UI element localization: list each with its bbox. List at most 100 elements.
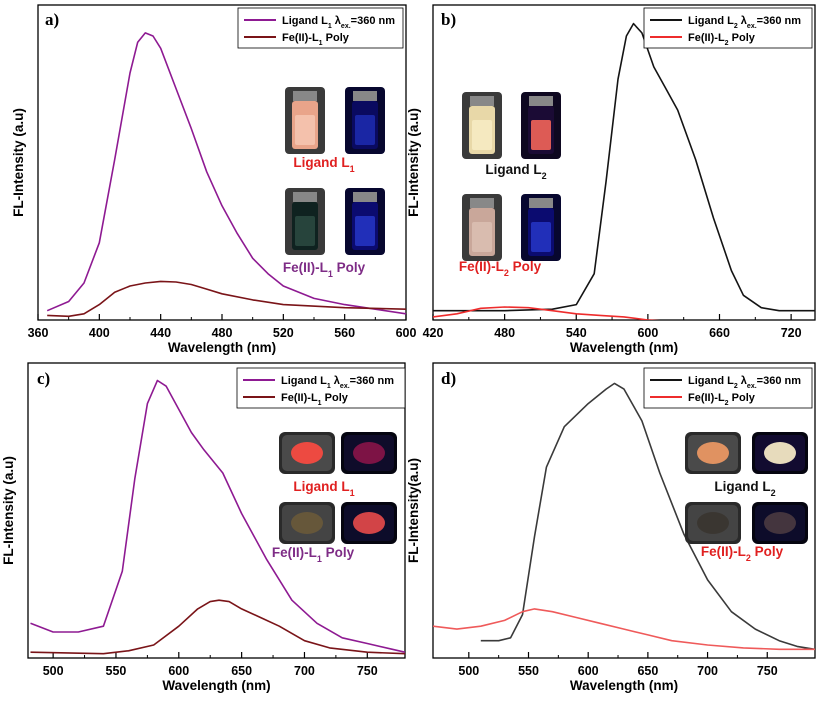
caption-text: Fe(II)-L [701,544,746,559]
legend-text: Fe(II)-L [282,32,319,44]
legend-suffix: =360 nm [350,375,395,387]
x-axis-label-b: Wavelength (nm) [570,340,678,355]
legend-sub: 1 [327,383,331,390]
series-line-b-0 [433,22,815,312]
panel-d: 500 550 600 650 700 750 Wavelength (nm) FL-Inte… [406,362,816,693]
vial-cap [353,192,377,202]
y-axis-label-a: FL-Intensity (a.u) [11,108,26,217]
caption-text: Fe(II)-L [459,259,504,274]
legend-lambda: λ [738,375,747,387]
photo-a-0 [285,87,325,154]
x-axis-label-c: Wavelength (nm) [162,678,270,693]
panel-b: 420 480 540 600 660 720 Wavelength (nm) FL-Inte… [406,4,816,355]
photo-a-1 [345,87,385,154]
panel-c: 500 550 600 650 700 750 Wavelength (nm) FL-Inte… [1,362,406,693]
vial-cap [470,198,494,208]
x-axis-label-d: Wavelength (nm) [570,678,678,693]
caption-text: Fe(II)-L [272,545,317,560]
x-tick-label-b-5: 720 [781,326,802,340]
legend-entry-c-1: Fe(II)-L1 Poly [281,392,349,407]
x-tick-label-a-6: 600 [396,326,417,340]
legend-entry-a-1: Fe(II)-L1 Poly [282,32,350,47]
caption-sub: 1 [317,554,322,564]
photo-d-2 [685,502,741,544]
series-line-a-1 [47,280,406,318]
x-tick-label-b-4: 660 [709,326,730,340]
legend-lambda: λ [332,15,341,27]
vial-liquid [295,115,315,145]
legend-suffix: Poly [322,392,349,404]
legend-entry-a-0: Ligand L1 λex.=360 nm [282,15,395,30]
x-tick-label-a-0: 360 [28,326,49,340]
x-tick-label-d-1: 550 [518,664,539,678]
x-tick-label-b-0: 420 [423,326,444,340]
legend-suffix: =360 nm [351,15,396,27]
x-tick-label-d-0: 500 [458,664,479,678]
photo-c-0 [279,432,335,474]
film-sample [353,442,385,464]
legend-text: Fe(II)-L [688,32,725,44]
legend-text: Ligand L [688,375,734,387]
photo-b-1 [521,92,561,159]
legend-entry-d-1: Fe(II)-L2 Poly [688,392,756,407]
vial-liquid [531,120,551,150]
film-sample [764,512,796,534]
x-tick-label-c-1: 550 [106,664,127,678]
vial-liquid [355,216,375,246]
x-tick-label-d-5: 750 [757,664,778,678]
vial-cap [470,96,494,106]
series-line-c-0 [30,379,405,653]
x-tick-label-a-1: 400 [89,326,110,340]
vial-cap [293,192,317,202]
photo-caption-d-0: Ligand L2 [714,479,775,498]
x-tick-label-b-2: 540 [566,326,587,340]
legend-suffix: =360 nm [757,375,802,387]
legend-text: Fe(II)-L [281,392,318,404]
legend-suffix: =360 nm [757,15,802,27]
legend-suffix: Poly [729,32,756,44]
plot-frame-d [432,362,816,659]
panel-label-a: a) [45,10,59,29]
series-line-a-0 [46,32,406,315]
caption-sub: 2 [504,268,509,278]
panel-label-d: d) [441,369,456,388]
legend-sub: 1 [328,23,332,30]
legend-sub: 2 [725,40,729,47]
series-line-d-0 [480,382,815,651]
legend-text: Ligand L [688,15,734,27]
film-sample [764,442,796,464]
photo-c-1 [341,432,397,474]
x-tick-label-a-2: 440 [150,326,171,340]
photo-b-3 [521,194,561,261]
photo-d-1 [752,432,808,474]
legend-box-a [237,7,404,49]
legend-suffix: Poly [323,32,350,44]
legend-sub2: ex. [747,23,757,30]
photo-b-0 [462,92,502,159]
legend-text: Ligand L [282,15,328,27]
legend-text: Ligand L [281,375,327,387]
caption-tail: Poly [751,544,784,559]
x-tick-label-c-2: 600 [168,664,189,678]
legend-sub2: ex. [747,383,757,390]
film-sample [697,442,729,464]
x-tick-label-d-3: 650 [637,664,658,678]
caption-tail: Poly [322,545,355,560]
photo-a-3 [345,188,385,255]
vial-liquid [472,120,492,150]
caption-sub: 2 [771,488,776,498]
legend-entry-b-1: Fe(II)-L2 Poly [688,32,756,47]
film-sample [291,512,323,534]
legend-sub2: ex. [341,23,351,30]
photo-d-3 [752,502,808,544]
vial-cap [529,96,553,106]
caption-sub: 1 [328,269,333,279]
photo-caption-d-1: Fe(II)-L2 Poly [701,544,784,563]
y-axis-label-c: FL-Intensity (a.u) [1,456,16,565]
legend-box-c [236,367,406,409]
caption-text: Ligand L [714,479,770,494]
x-tick-label-d-4: 700 [697,664,718,678]
photo-c-2 [279,502,335,544]
caption-text: Ligand L [293,479,349,494]
